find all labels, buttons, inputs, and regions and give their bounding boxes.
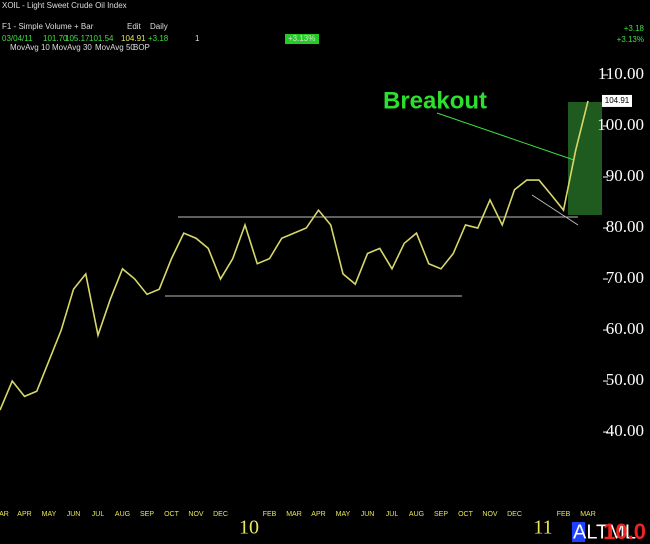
legend-ma30: MovAvg 30 [52,43,92,52]
y-tick-label: 50.00 [606,370,644,389]
x-tick-label: MAR [580,511,596,518]
edit-button[interactable]: Edit [127,22,142,31]
annotation: Breakout [383,87,487,114]
right-change: +3.18 [624,24,645,33]
open: 101.70 [43,34,68,43]
x-tick-label: MAR [286,511,302,518]
x-tick-label: MAY [42,511,57,518]
last-price-label: 104.91 [605,96,630,105]
x-tick-label: DEC [213,511,228,518]
x-tick-label: AUG [409,511,424,518]
year-label: 10 [239,517,259,539]
count: 1 [195,34,200,43]
x-tick-label: FEB [557,511,571,518]
x-tick-label: JUN [67,511,81,518]
change-pct: +3.13% [288,34,315,43]
price-line [0,100,589,411]
x-tick-label: DEC [507,511,522,518]
x-tick-label: JUN [361,511,375,518]
change: +3.18 [148,34,169,43]
low: 101.54 [89,34,114,43]
x-tick-label: JUL [92,511,105,518]
alert-a-box [572,522,585,542]
x-tick-label: AR [0,511,9,518]
breakout-arrow [436,112,575,161]
template-label: F1 - Simple Volume + Bar [2,22,94,31]
x-tick-label: AUG [115,511,130,518]
y-tick-label: 70.00 [606,268,644,287]
x-tick-label: OCT [458,511,474,518]
legend-ma10: MovAvg 10 [10,43,50,52]
wedge-line [531,194,579,226]
close: 104.91 [121,34,146,43]
x-tick-label: NOV [188,511,204,518]
change-pct-box [285,34,319,44]
alert-label: ALTML [573,521,636,543]
y-tick-label: 60.00 [606,319,644,338]
x-tick-label: APR [311,511,325,518]
y-tick-label: 90.00 [606,166,644,185]
right-change-pct: +3.13% [617,35,644,44]
period-select[interactable]: Daily [150,22,168,31]
high: 105.17 [65,34,90,43]
y-tick-label: 40.00 [606,421,644,440]
date: 03/04/11 [2,34,33,43]
x-tick-label: FEB [263,511,277,518]
x-tick-label: MAY [336,511,351,518]
x-tick-label: APR [17,511,31,518]
legend-ma50: MovAvg 50 [95,43,135,52]
y-tick-label: 100.00 [597,115,644,134]
y-tick-label: 80.00 [606,217,644,236]
legend-bop: BOP [133,43,150,52]
x-tick-label: SEP [434,511,448,518]
last-price-box [602,94,632,107]
x-tick-label: SEP [140,511,154,518]
x-tick-label: OCT [164,511,180,518]
y-tick-label: 110.00 [598,64,644,83]
year-label: 11 [533,517,552,539]
scale-value: 10.0 [603,519,646,544]
x-tick-label: JUL [386,511,399,518]
x-tick-label: NOV [482,511,498,518]
symbol-title: XOIL - Light Sweet Crude Oil Index [2,1,127,10]
